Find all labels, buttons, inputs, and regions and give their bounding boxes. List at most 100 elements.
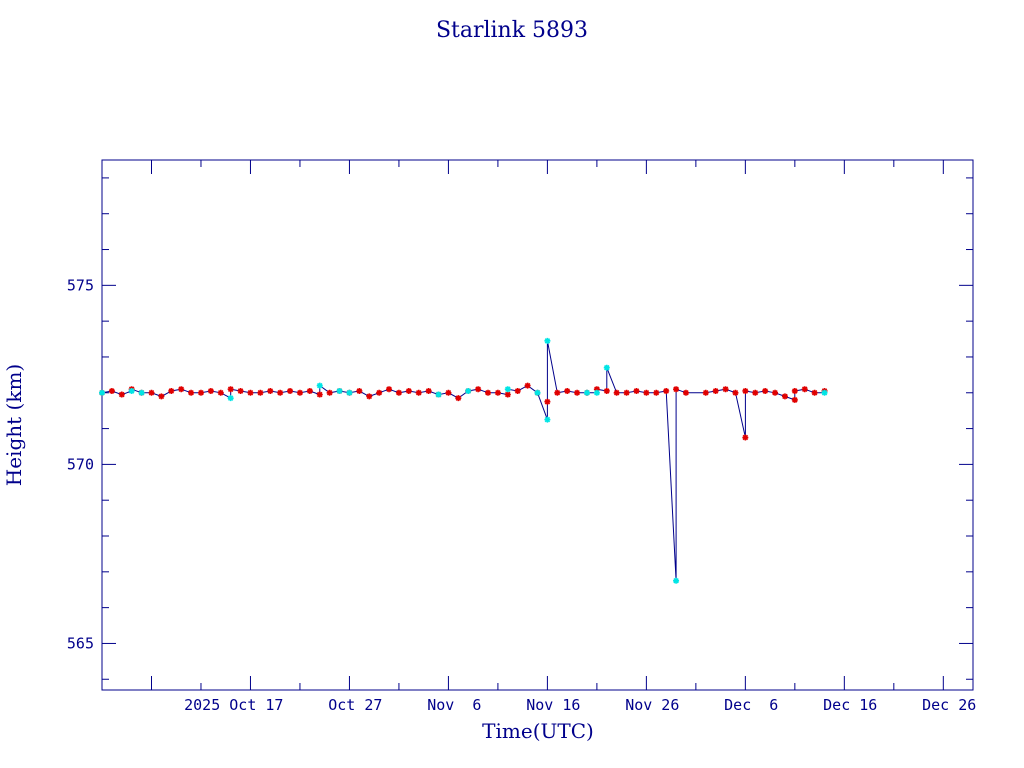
red-data-point bbox=[287, 387, 294, 394]
cyan-data-point bbox=[544, 416, 551, 423]
red-data-point bbox=[742, 434, 749, 441]
red-data-point bbox=[811, 389, 818, 396]
red-data-point bbox=[524, 382, 531, 389]
x-tick-label: Oct 27 bbox=[328, 696, 382, 714]
red-data-point bbox=[257, 389, 264, 396]
cyan-data-point bbox=[346, 389, 353, 396]
red-data-point bbox=[267, 387, 274, 394]
x-tick-label: Dec 16 bbox=[823, 696, 877, 714]
red-data-point bbox=[762, 387, 769, 394]
cyan-data-point bbox=[593, 389, 600, 396]
cyan-data-point bbox=[336, 387, 343, 394]
red-data-point bbox=[554, 389, 561, 396]
red-data-point bbox=[752, 389, 759, 396]
red-data-point bbox=[593, 386, 600, 393]
red-data-point bbox=[108, 387, 115, 394]
cyan-data-point bbox=[544, 337, 551, 344]
cyan-data-point bbox=[99, 389, 105, 396]
chart-title: Starlink 5893 bbox=[436, 18, 588, 43]
red-data-point bbox=[801, 386, 808, 393]
red-data-point bbox=[603, 387, 610, 394]
red-data-point bbox=[168, 387, 175, 394]
cyan-data-point bbox=[128, 387, 135, 394]
height-trace-line bbox=[101, 340, 825, 581]
y-tick-label: 565 bbox=[67, 634, 94, 652]
red-data-point bbox=[494, 389, 501, 396]
red-data-point bbox=[395, 389, 402, 396]
x-tick-label: Dec 6 bbox=[724, 696, 778, 714]
red-data-point bbox=[781, 393, 788, 400]
cyan-data-point bbox=[465, 387, 472, 394]
red-data-point bbox=[653, 389, 660, 396]
red-data-point bbox=[712, 387, 719, 394]
axis-ticks bbox=[102, 160, 973, 690]
cyan-data-point bbox=[583, 389, 590, 396]
red-data-point bbox=[356, 387, 363, 394]
data-markers bbox=[99, 337, 828, 584]
cyan-data-point bbox=[227, 395, 234, 402]
red-data-point bbox=[544, 398, 551, 405]
red-data-point bbox=[197, 389, 204, 396]
cyan-data-point bbox=[821, 389, 828, 396]
red-data-point bbox=[296, 389, 303, 396]
red-data-point bbox=[772, 389, 779, 396]
x-axis-label: Time(UTC) bbox=[482, 719, 594, 743]
cyan-data-point bbox=[504, 386, 511, 393]
cyan-data-point bbox=[316, 382, 323, 389]
red-data-point bbox=[702, 389, 709, 396]
x-tick-label: Nov 26 bbox=[625, 696, 679, 714]
red-data-point bbox=[277, 389, 284, 396]
red-data-point bbox=[613, 389, 620, 396]
y-tick-label: 575 bbox=[67, 276, 94, 294]
cyan-data-point bbox=[435, 391, 442, 398]
x-axis-tick-labels: 2025 Oct 17 Oct 27 Nov 6 Nov 16 Nov 26 Dec 6 D… bbox=[184, 696, 976, 714]
red-data-point bbox=[188, 389, 195, 396]
red-data-point bbox=[376, 389, 383, 396]
red-data-point bbox=[178, 386, 185, 393]
series-line bbox=[101, 340, 825, 581]
red-data-point bbox=[217, 389, 224, 396]
cyan-data-point bbox=[603, 364, 610, 371]
red-data-point bbox=[247, 389, 254, 396]
red-data-point bbox=[504, 391, 511, 398]
x-tick-label: Nov 6 bbox=[427, 696, 481, 714]
red-data-point bbox=[475, 386, 482, 393]
red-data-point bbox=[415, 389, 422, 396]
red-data-point bbox=[485, 389, 492, 396]
red-data-point bbox=[425, 387, 432, 394]
red-data-point bbox=[158, 393, 165, 400]
red-data-point bbox=[445, 389, 452, 396]
red-data-point bbox=[118, 391, 125, 398]
red-data-point bbox=[722, 386, 729, 393]
red-data-point bbox=[623, 389, 630, 396]
cyan-data-point bbox=[138, 389, 145, 396]
red-data-point bbox=[673, 386, 680, 393]
red-data-point bbox=[643, 389, 650, 396]
red-data-point bbox=[633, 387, 640, 394]
red-data-point bbox=[326, 389, 333, 396]
x-tick-label: 2025 Oct 17 bbox=[184, 696, 283, 714]
cyan-data-point bbox=[534, 389, 541, 396]
red-data-point bbox=[366, 393, 373, 400]
y-tick-label: 570 bbox=[67, 455, 94, 473]
red-data-point bbox=[663, 387, 670, 394]
red-data-point bbox=[791, 396, 798, 403]
y-axis-label: Height (km) bbox=[2, 364, 26, 486]
red-data-point bbox=[207, 387, 214, 394]
red-data-point bbox=[742, 387, 749, 394]
red-data-point bbox=[514, 387, 521, 394]
red-data-point bbox=[316, 391, 323, 398]
red-data-point bbox=[306, 387, 313, 394]
red-data-point bbox=[791, 387, 798, 394]
plot-frame bbox=[101, 159, 974, 691]
red-data-point bbox=[455, 395, 462, 402]
x-tick-label: Dec 26 bbox=[922, 696, 976, 714]
red-data-point bbox=[227, 386, 234, 393]
x-tick-label: Nov 16 bbox=[526, 696, 580, 714]
red-data-point bbox=[148, 389, 155, 396]
red-data-point bbox=[386, 386, 393, 393]
cyan-data-point bbox=[673, 577, 680, 584]
red-data-point bbox=[682, 389, 689, 396]
red-data-point bbox=[732, 389, 739, 396]
red-data-point bbox=[574, 389, 581, 396]
